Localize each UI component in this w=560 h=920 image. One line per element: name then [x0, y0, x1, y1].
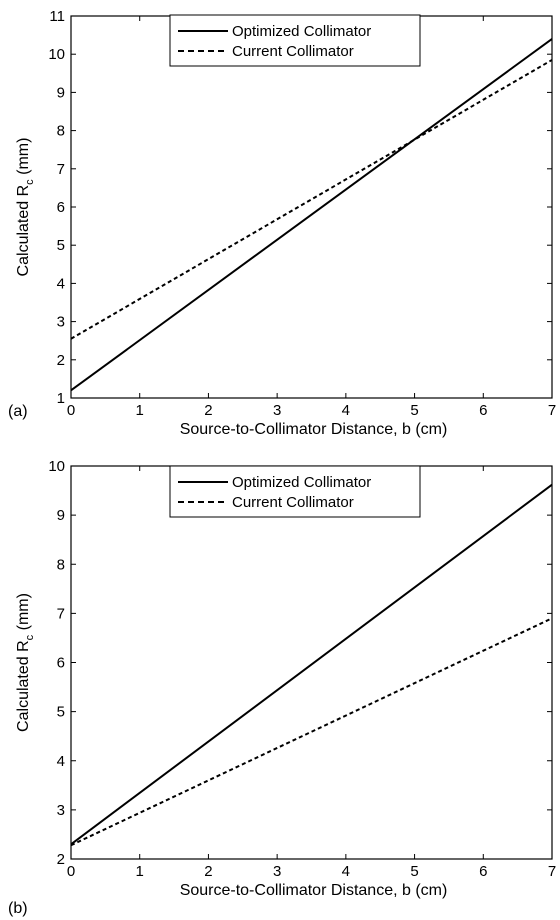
x-tick-label: 4: [342, 402, 350, 419]
x-tick-label: 1: [136, 863, 144, 880]
y-tick-label: 10: [48, 458, 65, 475]
plot-frame: [70, 465, 553, 860]
y-tick-label: 5: [57, 704, 65, 721]
x-tick-label: 2: [204, 863, 212, 880]
panel-label: (a): [8, 403, 28, 420]
x-tick-label: 7: [548, 863, 556, 880]
x-axis-label: Source-to-Collimator Distance, b (cm): [180, 421, 448, 438]
y-tick-label: 2: [57, 851, 65, 868]
legend-box: [169, 14, 421, 67]
y-tick-label: 1: [57, 390, 65, 407]
x-tick-label: 7: [548, 402, 556, 419]
legend-entry: Current Collimator: [232, 43, 354, 60]
y-tick-label: 7: [57, 605, 65, 622]
x-tick-label: 5: [410, 863, 418, 880]
y-axis-label: Calculated Rc (mm): [15, 138, 36, 277]
x-tick-label: 2: [204, 402, 212, 419]
y-tick-label: 10: [48, 46, 65, 63]
x-tick-label: 0: [67, 863, 75, 880]
x-tick-label: 5: [410, 402, 418, 419]
x-tick-label: 1: [136, 402, 144, 419]
series-line-optimized: [70, 483, 553, 846]
series-line-optimized: [70, 38, 553, 392]
plot-frame: [70, 15, 553, 399]
y-tick-label: 6: [57, 655, 65, 672]
y-axis-label: Calculated Rc (mm): [15, 593, 36, 732]
legend-entry: Current Collimator: [232, 494, 354, 511]
y-tick-label: 8: [57, 556, 65, 573]
y-tick-label: 4: [57, 753, 65, 770]
chart-panel-b: 0 1 2 3 4 5 6 7 2 3 4 5 6 7 8 9 10 Optimized Collimator Cu…: [8, 458, 556, 917]
panel-label: (b): [8, 900, 28, 917]
y-tick-label: 9: [57, 507, 65, 524]
series-line-current: [70, 617, 553, 847]
x-axis-label: Source-to-Collimator Distance, b (cm): [180, 882, 448, 899]
y-tick-label: 9: [57, 84, 65, 101]
legend-entry: Optimized Collimator: [232, 23, 371, 40]
x-tick-label: 6: [479, 863, 487, 880]
legend: Optimized Collimator Current Collimator: [169, 465, 421, 518]
y-tick-label: 3: [57, 314, 65, 331]
y-tick-label: 8: [57, 123, 65, 140]
series-line-current: [70, 59, 553, 340]
x-tick-label: 3: [273, 402, 281, 419]
y-tick-label: 5: [57, 237, 65, 254]
x-tick-label: 0: [67, 402, 75, 419]
y-tick-label: 4: [57, 275, 65, 292]
legend-entry: Optimized Collimator: [232, 474, 371, 491]
legend: Optimized Collimator Current Collimator: [169, 14, 421, 67]
x-tick-label: 3: [273, 863, 281, 880]
y-tick-label: 6: [57, 199, 65, 216]
y-tick-label: 3: [57, 802, 65, 819]
y-tick-label: 11: [49, 8, 65, 25]
x-tick-label: 6: [479, 402, 487, 419]
y-tick-label: 7: [57, 161, 65, 178]
y-tick-label: 2: [57, 352, 65, 369]
legend-box: [169, 465, 421, 518]
x-tick-label: 4: [342, 863, 350, 880]
